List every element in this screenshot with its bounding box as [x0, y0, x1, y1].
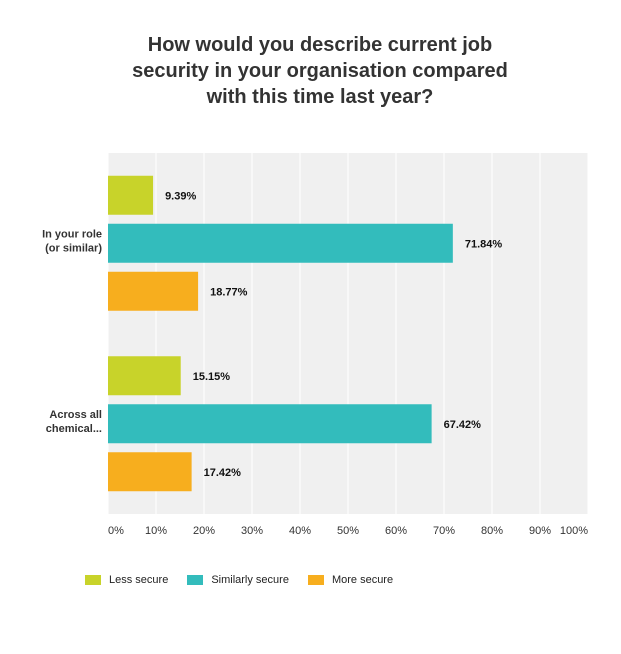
x-tick-label: 70% [433, 525, 455, 537]
x-tick-label: 60% [385, 525, 407, 537]
bar-value-label: 9.39% [165, 190, 196, 202]
x-tick-label: 10% [145, 525, 167, 537]
chart-title: How would you describe current job secur… [60, 32, 580, 110]
legend-item-more-secure[interactable]: More secure [307, 574, 394, 586]
bar [108, 452, 192, 492]
legend-swatch [187, 575, 204, 585]
title-line: with this time last year? [206, 86, 434, 108]
y-category-label: Across all [49, 409, 102, 421]
bar-value-label: 71.84% [465, 238, 503, 250]
legend-swatch [85, 575, 101, 585]
bar [108, 223, 453, 263]
x-tick-label: 80% [481, 525, 503, 537]
bar-value-label: 67.42% [444, 419, 482, 431]
bar [108, 175, 154, 215]
bar [108, 404, 432, 444]
legend-item-similarly-secure[interactable]: Similarly secure [187, 574, 289, 586]
bar-value-label: 18.77% [210, 286, 248, 298]
x-tick-label: 50% [337, 525, 359, 537]
bar [108, 271, 199, 311]
y-category-label: chemical... [46, 423, 102, 435]
x-tick-label: 0% [108, 525, 124, 537]
y-category-label: (or similar) [45, 242, 102, 254]
title-line: How would you describe current job [147, 34, 493, 56]
title-line: security in your organisation compared [132, 60, 508, 82]
x-tick-label: 30% [241, 525, 263, 537]
legend: Less secure Similarly secure More secure [85, 574, 412, 586]
bar-value-label: 15.15% [193, 371, 231, 383]
x-tick-label: 100% [560, 525, 588, 537]
legend-label: More secure [331, 574, 394, 586]
legend-swatch [307, 575, 324, 585]
legend-label: Similarly secure [211, 574, 289, 586]
x-tick-label: 20% [193, 525, 215, 537]
x-tick-label: 90% [529, 525, 551, 537]
y-category-label: In your role [42, 228, 102, 240]
x-tick-label: 40% [289, 525, 311, 537]
bar-value-label: 17.42% [204, 467, 242, 479]
legend-item-less-secure[interactable]: Less secure [85, 574, 168, 586]
legend-label: Less secure [109, 574, 169, 586]
bar [108, 356, 181, 396]
